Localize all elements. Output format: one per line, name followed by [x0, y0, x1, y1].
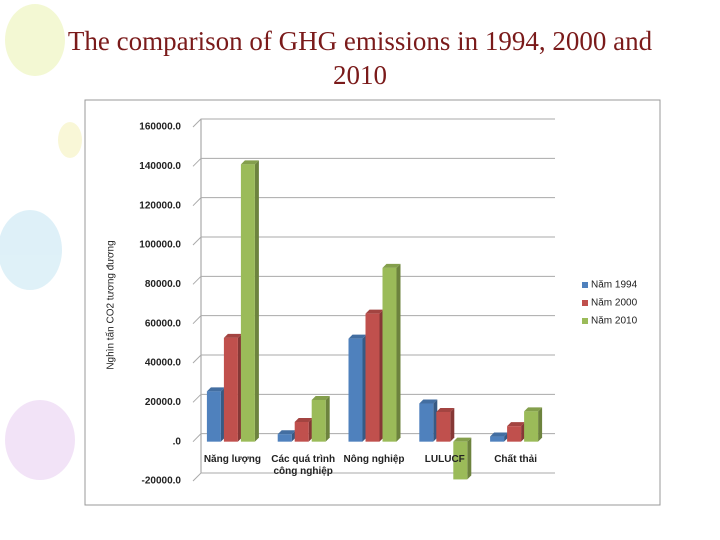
bar-side	[396, 263, 401, 442]
x-tick-label: LULUCF	[424, 453, 465, 465]
bar-top	[206, 387, 225, 392]
bar-top	[348, 334, 367, 339]
grid-line	[192, 197, 555, 207]
bar	[277, 434, 292, 442]
y-tick-label: .0	[173, 436, 182, 447]
bar	[419, 403, 434, 442]
bar	[436, 411, 451, 442]
bar	[348, 338, 363, 442]
grid-line	[192, 354, 555, 364]
grid-line	[192, 236, 555, 246]
y-tick-label: 60000.0	[145, 318, 182, 329]
y-tick-label: 120000.0	[139, 200, 181, 211]
bar	[365, 313, 380, 442]
y-tick-label: 40000.0	[145, 358, 182, 369]
legend-swatch	[582, 300, 588, 306]
y-axis-label: Nghìn tấn CO2 tương đương	[105, 240, 117, 369]
bar-side	[254, 160, 259, 442]
legend-label: Năm 2010	[591, 316, 638, 327]
y-tick-label: 160000.0	[139, 122, 181, 133]
bar	[524, 411, 539, 442]
bar-top	[436, 407, 455, 412]
x-tick-label: Các quá trình công nghiệp	[271, 453, 336, 477]
y-tick-label: 100000.0	[139, 240, 181, 251]
bar	[294, 422, 309, 442]
legend-label: Năm 2000	[591, 298, 638, 309]
y-tick-label: 80000.0	[145, 279, 182, 290]
bar-top	[524, 407, 543, 412]
bar-top	[240, 160, 259, 165]
legend-label: Năm 1994	[591, 280, 638, 291]
bar-top	[223, 333, 242, 338]
bar-side	[467, 437, 472, 480]
background-decoration	[0, 4, 82, 480]
bar	[223, 337, 238, 442]
x-tick-label: Chất thải	[494, 453, 537, 465]
grid-line	[192, 472, 555, 482]
grid-line	[192, 393, 555, 403]
x-tick-label: Năng lượng	[203, 453, 261, 465]
bar-top	[294, 418, 313, 422]
bar-top	[277, 430, 296, 435]
y-tick-label: 20000.0	[145, 397, 182, 408]
bar-side	[325, 395, 330, 442]
bar-top	[490, 432, 509, 437]
legend-swatch	[582, 318, 588, 324]
grid-line	[192, 118, 555, 128]
grid-line	[192, 275, 555, 285]
y-tick-label: -20000.0	[142, 476, 182, 487]
bar-top	[311, 395, 330, 400]
bar-side	[538, 407, 543, 442]
bar	[507, 426, 522, 442]
bar-top	[419, 399, 438, 404]
grid-line	[192, 157, 555, 167]
bar-top	[365, 309, 384, 314]
bar	[311, 399, 326, 442]
x-tick-label: Nông nghiệp	[343, 453, 405, 465]
bar-top	[382, 263, 401, 268]
grid-line	[192, 315, 555, 325]
bar-top	[507, 422, 526, 427]
legend-swatch	[582, 282, 588, 288]
bar	[240, 164, 255, 442]
y-tick-label: 140000.0	[139, 161, 181, 172]
bar	[490, 436, 505, 442]
bar-top	[453, 437, 472, 442]
bar	[453, 441, 468, 480]
bar-side	[450, 407, 455, 442]
bar	[382, 267, 397, 442]
bar	[206, 391, 221, 442]
title: The comparison of GHG emissions in 1994,…	[67, 26, 653, 90]
